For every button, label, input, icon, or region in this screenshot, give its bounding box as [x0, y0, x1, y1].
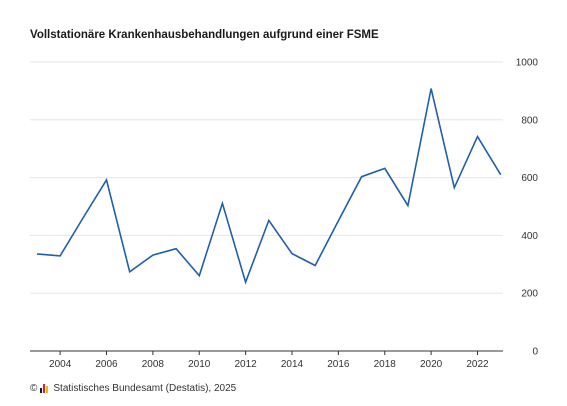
x-tick-label-2008: 2008 [142, 359, 165, 370]
destatis-logo-icon [40, 384, 49, 393]
x-tick-labels: 2004 2006 2008 2010 2012 2014 2016 2018 2020 2022 [49, 359, 489, 370]
y-tick-labels: 0 200 400 600 800 1000 [516, 58, 539, 358]
y-tick-label-400: 400 [521, 231, 538, 242]
x-tick-label-2018: 2018 [374, 359, 397, 370]
y-tick-label-1000: 1000 [516, 58, 539, 69]
x-tick-label-2020: 2020 [420, 359, 443, 370]
source-footer: © Statistisches Bundesamt (Destatis), 20… [30, 383, 236, 394]
series-line-0 [36, 88, 502, 285]
x-axis [30, 350, 503, 355]
y-tick-label-0: 0 [532, 347, 538, 358]
copyright-symbol: © [30, 383, 38, 394]
x-tick-label-2014: 2014 [281, 359, 304, 370]
x-tick-label-2016: 2016 [327, 359, 350, 370]
series-layer [36, 88, 502, 285]
source-text: Statistisches Bundesamt (Destatis), 2025 [53, 383, 237, 394]
x-tick-label-2010: 2010 [188, 359, 211, 370]
chart-title: Vollstationäre Krankenhausbehandlungen a… [30, 29, 379, 41]
x-tick-label-2006: 2006 [95, 359, 118, 370]
y-tick-label-800: 800 [521, 115, 538, 126]
y-tick-label-200: 200 [521, 289, 538, 300]
x-tick-label-2022: 2022 [466, 359, 489, 370]
x-tick-label-2012: 2012 [235, 359, 258, 370]
gridlines [30, 61, 503, 294]
x-tick-label-2004: 2004 [49, 359, 72, 370]
y-tick-label-600: 600 [521, 173, 538, 184]
